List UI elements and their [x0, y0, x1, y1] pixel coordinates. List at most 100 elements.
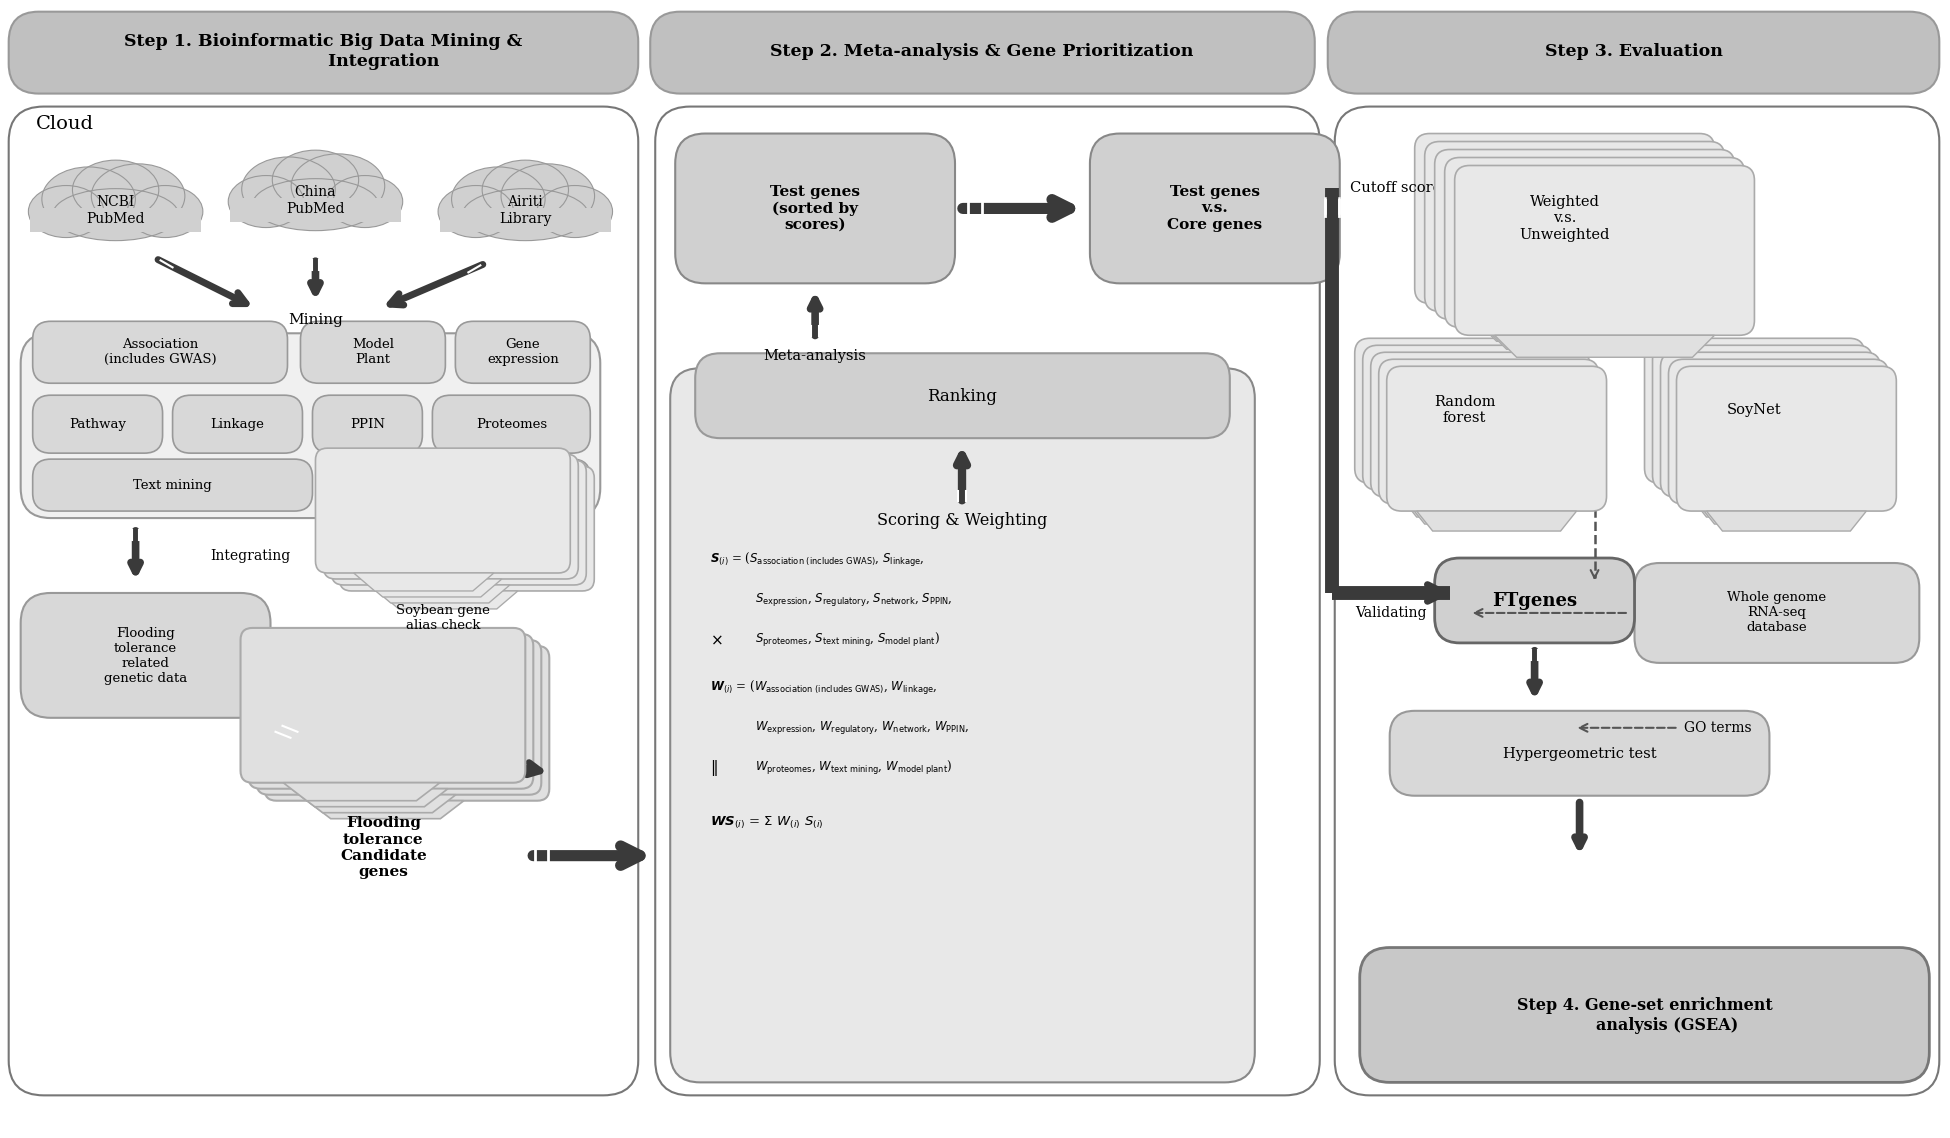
- FancyBboxPatch shape: [1669, 360, 1888, 504]
- Text: Mining: Mining: [289, 313, 343, 328]
- Text: Flooding
tolerance
related
genetic data: Flooding tolerance related genetic data: [103, 627, 187, 685]
- Polygon shape: [308, 801, 464, 818]
- Text: Integrating: Integrating: [211, 549, 291, 563]
- Text: Pathway: Pathway: [68, 418, 127, 430]
- Text: $\times$: $\times$: [710, 633, 723, 648]
- FancyBboxPatch shape: [696, 353, 1230, 438]
- Ellipse shape: [273, 150, 359, 209]
- FancyBboxPatch shape: [265, 646, 550, 801]
- Polygon shape: [1464, 312, 1685, 333]
- Polygon shape: [1494, 336, 1714, 357]
- Ellipse shape: [127, 185, 203, 238]
- Text: $\boldsymbol{S}_{(i)}$ = ($S_{\mathrm{association\ (includes\ GWAS)}}$, $S_{\mat: $\boldsymbol{S}_{(i)}$ = ($S_{\mathrm{as…: [710, 551, 924, 569]
- Text: Hypergeometric test: Hypergeometric test: [1503, 747, 1656, 761]
- Polygon shape: [370, 585, 509, 603]
- Text: Network: Network: [427, 479, 486, 492]
- Text: GO terms: GO terms: [1685, 720, 1753, 735]
- Text: Step 2. Meta-analysis & Gene Prioritization: Step 2. Meta-analysis & Gene Prioritizat…: [770, 43, 1193, 60]
- FancyBboxPatch shape: [1634, 563, 1919, 663]
- Text: Soybean gene
alias check: Soybean gene alias check: [396, 604, 489, 632]
- Bar: [29, 208, 201, 232]
- Text: Test genes
(sorted by
scores): Test genes (sorted by scores): [770, 185, 860, 232]
- Text: Gene
expression: Gene expression: [488, 338, 560, 366]
- FancyBboxPatch shape: [1090, 133, 1340, 283]
- Polygon shape: [378, 591, 519, 609]
- FancyBboxPatch shape: [671, 369, 1254, 1082]
- Text: FTgenes: FTgenes: [1492, 592, 1578, 610]
- Text: Whole genome
RNA-seq
database: Whole genome RNA-seq database: [1728, 592, 1825, 635]
- Text: PPIN: PPIN: [349, 418, 384, 430]
- Text: Cutoff score: Cutoff score: [1349, 181, 1441, 196]
- Polygon shape: [353, 574, 493, 591]
- FancyBboxPatch shape: [21, 593, 271, 718]
- Text: Proteomes: Proteomes: [476, 418, 546, 430]
- FancyBboxPatch shape: [1359, 948, 1929, 1082]
- FancyBboxPatch shape: [1371, 353, 1591, 497]
- Text: SoyNet: SoyNet: [1728, 403, 1782, 418]
- Text: Association
(includes GWAS): Association (includes GWAS): [103, 338, 216, 366]
- FancyBboxPatch shape: [1386, 366, 1607, 511]
- Polygon shape: [291, 789, 449, 807]
- Text: Gene mapping: Gene mapping: [300, 694, 402, 737]
- Ellipse shape: [462, 189, 589, 240]
- Ellipse shape: [439, 185, 513, 238]
- FancyBboxPatch shape: [1435, 149, 1734, 320]
- FancyBboxPatch shape: [257, 640, 542, 794]
- FancyBboxPatch shape: [8, 107, 638, 1096]
- Text: NCBI
PubMed: NCBI PubMed: [86, 196, 144, 225]
- FancyBboxPatch shape: [324, 454, 579, 579]
- Text: Step 3. Evaluation: Step 3. Evaluation: [1544, 43, 1722, 60]
- Polygon shape: [1706, 511, 1866, 531]
- FancyBboxPatch shape: [655, 107, 1320, 1096]
- Ellipse shape: [228, 175, 304, 228]
- FancyBboxPatch shape: [1334, 107, 1940, 1096]
- Polygon shape: [283, 783, 441, 801]
- FancyBboxPatch shape: [675, 133, 956, 283]
- FancyBboxPatch shape: [1455, 165, 1755, 336]
- Polygon shape: [1691, 497, 1851, 517]
- FancyBboxPatch shape: [1661, 353, 1880, 497]
- Ellipse shape: [536, 185, 612, 238]
- Text: $S_{\mathrm{expression}}$, $S_{\mathrm{regulatory}}$, $S_{\mathrm{network}}$, $S: $S_{\mathrm{expression}}$, $S_{\mathrm{r…: [755, 592, 954, 609]
- Text: $\boldsymbol{WS}_{(i)}$ = $\Sigma\ W_{(i)}\ S_{(i)}$: $\boldsymbol{WS}_{(i)}$ = $\Sigma\ W_{(i…: [710, 815, 823, 831]
- FancyBboxPatch shape: [1644, 338, 1864, 484]
- FancyBboxPatch shape: [1652, 345, 1872, 490]
- FancyBboxPatch shape: [1363, 345, 1583, 490]
- Ellipse shape: [29, 185, 103, 238]
- Polygon shape: [1484, 328, 1704, 349]
- FancyBboxPatch shape: [456, 321, 591, 384]
- FancyBboxPatch shape: [1445, 157, 1745, 328]
- Ellipse shape: [92, 164, 185, 229]
- Ellipse shape: [291, 154, 384, 218]
- Text: Validating: Validating: [1355, 605, 1425, 620]
- FancyBboxPatch shape: [332, 460, 587, 585]
- Text: $W_{\mathrm{proteomes}}$, $W_{\mathrm{text\ mining}}$, $W_{\mathrm{model\ plant}: $W_{\mathrm{proteomes}}$, $W_{\mathrm{te…: [755, 759, 954, 777]
- Polygon shape: [1408, 504, 1568, 525]
- Text: Test genes
v.s.
Core genes: Test genes v.s. Core genes: [1168, 185, 1262, 232]
- Text: $\boldsymbol{W}_{(i)}$ = ($W_{\mathrm{association\ (includes\ GWAS)}}$, $W_{\mat: $\boldsymbol{W}_{(i)}$ = ($W_{\mathrm{as…: [710, 679, 938, 696]
- Polygon shape: [1384, 484, 1544, 503]
- FancyBboxPatch shape: [33, 321, 287, 384]
- Text: Step 1. Bioinformatic Big Data Mining &
                    Integration: Step 1. Bioinformatic Big Data Mining & …: [125, 33, 523, 69]
- Text: Text mining: Text mining: [133, 479, 213, 492]
- Text: China
PubMed: China PubMed: [287, 185, 345, 215]
- FancyBboxPatch shape: [1390, 711, 1769, 795]
- Bar: [441, 208, 610, 232]
- Ellipse shape: [328, 175, 404, 228]
- FancyBboxPatch shape: [172, 395, 302, 453]
- Polygon shape: [1392, 490, 1552, 510]
- Ellipse shape: [501, 164, 595, 229]
- Text: Random
forest: Random forest: [1433, 395, 1496, 426]
- Polygon shape: [1418, 511, 1576, 531]
- FancyBboxPatch shape: [339, 467, 595, 591]
- Text: $\|$: $\|$: [710, 758, 718, 777]
- Text: Weighted
v.s.
Unweighted: Weighted v.s. Unweighted: [1519, 196, 1611, 241]
- Text: Model
Plant: Model Plant: [351, 338, 394, 366]
- FancyBboxPatch shape: [33, 459, 312, 511]
- FancyBboxPatch shape: [248, 634, 532, 789]
- FancyBboxPatch shape: [1414, 133, 1714, 304]
- FancyBboxPatch shape: [1379, 360, 1599, 504]
- Polygon shape: [1698, 504, 1858, 525]
- Text: Step 4. Gene-set enrichment
        analysis (GSEA): Step 4. Gene-set enrichment analysis (GS…: [1517, 997, 1773, 1033]
- Polygon shape: [361, 579, 501, 597]
